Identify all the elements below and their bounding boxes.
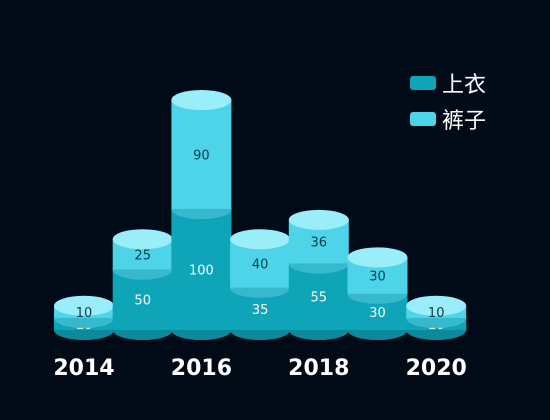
data-label-0-2019: 30 [369, 306, 386, 321]
data-label-1-2017: 40 [252, 257, 269, 272]
bar-segment-1-2016 [171, 100, 232, 209]
data-label-1-2015: 25 [134, 248, 151, 263]
x-tick-label-2018: 2018 [288, 356, 349, 381]
legend-item-series-1[interactable]: 上衣 [410, 68, 486, 98]
legend-label-series-1: 上衣 [442, 73, 487, 98]
legend-swatch-series-2 [410, 112, 436, 126]
cyl-top-1-2020 [406, 295, 467, 316]
legend: 上衣 裤子 [410, 68, 486, 134]
data-label-1-2019: 30 [369, 270, 386, 285]
legend-item-series-2[interactable]: 裤子 [410, 104, 486, 134]
x-tick-label-2016: 2016 [171, 356, 232, 381]
data-label-0-2015: 50 [134, 294, 151, 309]
bar-segment-0-2018 [288, 263, 349, 330]
cyl-top-1-2014 [54, 295, 114, 316]
x-tick-label-2014: 2014 [53, 356, 114, 381]
data-label-0-2018: 55 [311, 291, 328, 306]
legend-label-series-2: 裤子 [442, 109, 487, 134]
cyl-top-1-2018 [288, 209, 349, 230]
x-tick-label-2020: 2020 [406, 356, 467, 381]
cyl-top-1-2017 [230, 229, 291, 250]
data-label-1-2014: 10 [76, 306, 93, 321]
data-label-0-2016: 100 [189, 263, 214, 278]
cyl-top-1-2015 [112, 229, 173, 250]
cyl-top-1-2016 [171, 90, 232, 110]
data-label-1-2020: 10 [428, 306, 445, 321]
data-label-0-2017: 35 [252, 303, 269, 318]
bar-segment-0-2016 [171, 208, 232, 330]
bar-segment-0-2015 [112, 269, 173, 330]
cyl-top-1-2019 [347, 247, 408, 268]
data-label-1-2016: 90 [193, 148, 210, 163]
data-label-1-2018: 36 [311, 236, 328, 251]
legend-swatch-series-1 [410, 76, 436, 90]
